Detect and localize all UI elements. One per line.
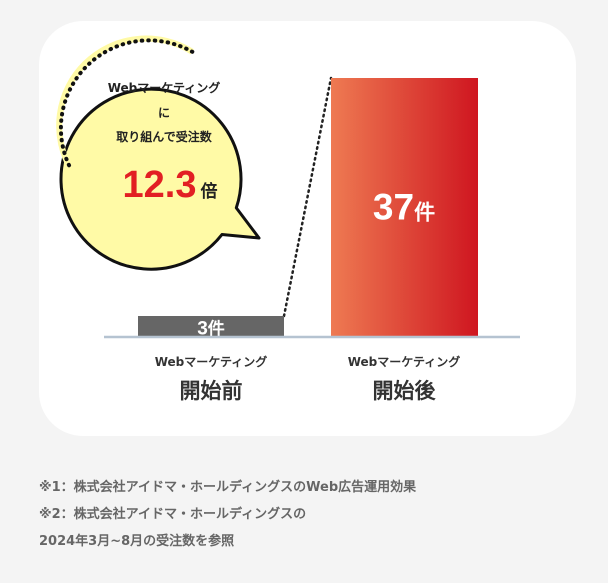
value-number-before: 3 <box>197 319 208 340</box>
footnote-3: 2024年3月~8月の受注数を参照 <box>39 534 235 549</box>
category-label-after-line2: 開始後 <box>373 379 437 403</box>
multiplier-unit: 倍 <box>200 181 217 201</box>
value-unit-before: 件 <box>208 319 225 339</box>
callout-bubble-shape <box>59 87 261 271</box>
value-label-after: 37件 <box>373 187 435 228</box>
callout-line1: Webマーケティング <box>108 80 221 95</box>
callout-line2: に <box>158 106 170 120</box>
footnote-1: ※1：株式会社アイドマ・ホールディングスのWeb広告運用効果 <box>39 480 417 495</box>
multiplier-value: 12.3 <box>123 164 197 206</box>
value-number-after: 37 <box>373 187 414 228</box>
bar-after <box>331 78 478 337</box>
callout-bubble-dots <box>58 38 195 173</box>
callout-bubble: Webマーケティング に 取り組んで受注数 12.3 倍 <box>56 35 261 271</box>
value-label-before: 3件 <box>197 319 225 340</box>
value-unit-after: 件 <box>414 202 435 225</box>
footnote-2: ※2：株式会社アイドマ・ホールディングスの <box>39 507 307 522</box>
connector-line <box>282 76 333 318</box>
callout-line3: 取り組んで受注数 <box>116 129 212 144</box>
category-label-before-line1: Webマーケティング <box>155 354 268 369</box>
footnotes: ※1：株式会社アイドマ・ホールディングスのWeb広告運用効果 ※2：株式会社アイ… <box>39 474 416 555</box>
callout-multiplier: 12.3 倍 <box>123 164 218 206</box>
category-label-before-line2: 開始前 <box>180 379 243 403</box>
bar-before <box>138 316 284 337</box>
category-label-after-line1: Webマーケティング <box>348 354 461 369</box>
